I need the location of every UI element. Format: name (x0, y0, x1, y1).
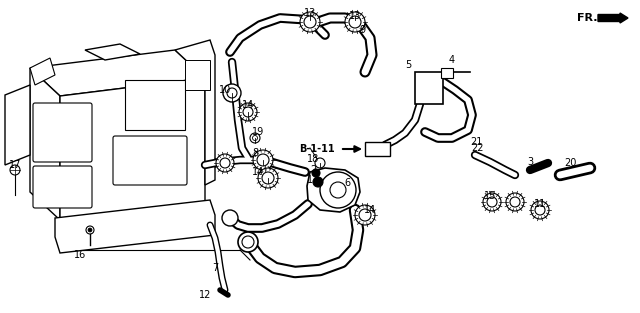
Circle shape (88, 228, 92, 232)
Text: 5: 5 (405, 60, 411, 70)
Circle shape (216, 154, 234, 172)
Polygon shape (85, 44, 140, 60)
Circle shape (320, 172, 356, 208)
Text: 15: 15 (484, 191, 496, 201)
Circle shape (313, 177, 323, 187)
Text: 17: 17 (9, 160, 21, 170)
Text: 18: 18 (307, 154, 319, 164)
FancyBboxPatch shape (33, 166, 92, 208)
Circle shape (242, 236, 254, 248)
Circle shape (535, 205, 545, 215)
Circle shape (355, 205, 375, 225)
Circle shape (304, 16, 316, 28)
Text: 16: 16 (74, 250, 86, 260)
Circle shape (345, 12, 365, 32)
Polygon shape (30, 50, 205, 96)
Text: 21: 21 (470, 137, 482, 147)
Circle shape (223, 84, 241, 102)
Circle shape (483, 193, 501, 211)
Text: 3: 3 (527, 157, 533, 167)
Polygon shape (30, 58, 55, 85)
Circle shape (258, 168, 278, 188)
Polygon shape (30, 68, 60, 220)
Text: 20: 20 (564, 158, 576, 168)
Circle shape (10, 165, 20, 175)
Text: 11: 11 (534, 199, 546, 209)
Text: 2: 2 (310, 165, 316, 175)
Bar (441, 68, 453, 78)
Text: 22: 22 (472, 143, 484, 153)
Text: 6: 6 (344, 178, 350, 188)
Text: 14: 14 (364, 205, 376, 215)
Polygon shape (175, 40, 215, 185)
Circle shape (487, 197, 497, 207)
Circle shape (300, 12, 320, 32)
Circle shape (250, 133, 260, 143)
Text: 9: 9 (359, 25, 365, 35)
Circle shape (510, 197, 520, 207)
Polygon shape (307, 168, 360, 212)
Circle shape (262, 172, 274, 184)
Polygon shape (55, 200, 215, 253)
Circle shape (227, 88, 237, 98)
Circle shape (257, 154, 269, 166)
Text: 7: 7 (212, 263, 218, 273)
Bar (365, 142, 390, 156)
Circle shape (315, 158, 325, 168)
Text: 12: 12 (199, 290, 211, 300)
Polygon shape (5, 85, 30, 165)
Circle shape (506, 193, 524, 211)
Circle shape (86, 226, 94, 234)
Text: 19: 19 (252, 127, 264, 137)
Bar (415, 72, 443, 104)
Circle shape (253, 136, 257, 141)
Circle shape (253, 150, 273, 170)
Text: 13: 13 (349, 11, 361, 21)
Circle shape (312, 169, 320, 177)
Text: 14: 14 (252, 167, 264, 177)
Circle shape (220, 158, 230, 168)
Polygon shape (60, 78, 205, 220)
Bar (185, 60, 210, 90)
Text: 8: 8 (252, 148, 258, 158)
FancyBboxPatch shape (33, 103, 92, 162)
Text: B-1-11: B-1-11 (300, 144, 335, 154)
FancyBboxPatch shape (113, 136, 187, 185)
Circle shape (359, 209, 371, 221)
Text: 4: 4 (449, 55, 455, 65)
Text: 10: 10 (219, 85, 231, 95)
Circle shape (222, 210, 238, 226)
Circle shape (238, 232, 258, 252)
Circle shape (531, 201, 549, 219)
Bar (125, 80, 185, 130)
Circle shape (239, 103, 257, 121)
Circle shape (349, 16, 361, 28)
Text: 1: 1 (307, 175, 313, 185)
Circle shape (243, 107, 253, 117)
Text: 13: 13 (304, 8, 316, 18)
Circle shape (330, 182, 346, 198)
FancyArrow shape (598, 13, 628, 23)
Text: FR.: FR. (577, 13, 597, 23)
Text: 14: 14 (242, 100, 254, 110)
